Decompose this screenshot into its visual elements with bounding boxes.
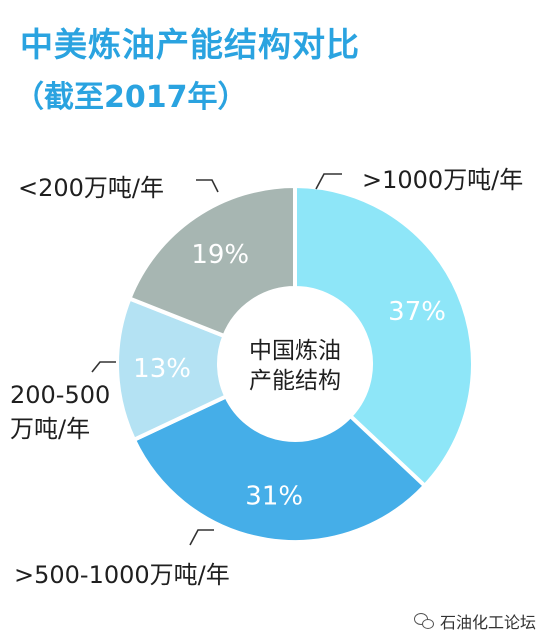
label-500-1000: >500-1000万吨/年 (14, 561, 230, 589)
leader-under-200 (196, 179, 219, 193)
pct-200-500: 13% (133, 354, 191, 384)
pct-over-1000: 37% (388, 297, 446, 327)
pct-under-200: 19% (191, 240, 249, 270)
leader-500-1000 (189, 529, 214, 546)
chart-title: 中美炼油产能结构对比 (20, 25, 360, 64)
label-200-500-line2: 万吨/年 (10, 415, 91, 443)
label-200-500-line1: 200-500 (10, 381, 111, 409)
slice-500-1000 (131, 393, 428, 544)
watermark-text: 石油化工论坛 (439, 613, 536, 632)
center-label-line-2: 产能结构 (249, 368, 341, 394)
wechat-icon (413, 613, 434, 629)
leader-200-500 (91, 361, 116, 373)
watermark: 石油化工论坛 (413, 609, 536, 633)
leader-over-1000 (315, 173, 342, 190)
label-over-1000: >1000万吨/年 (362, 166, 524, 194)
slice-200-500 (115, 295, 229, 443)
pct-500-1000: 31% (245, 481, 303, 511)
label-under-200: <200万吨/年 (18, 174, 165, 202)
slice-over-1000 (293, 183, 475, 489)
chart-subtitle: （截至2017年） (14, 80, 248, 115)
slice-under-200 (126, 183, 297, 339)
center-label-line-1: 中国炼油 (249, 338, 341, 364)
